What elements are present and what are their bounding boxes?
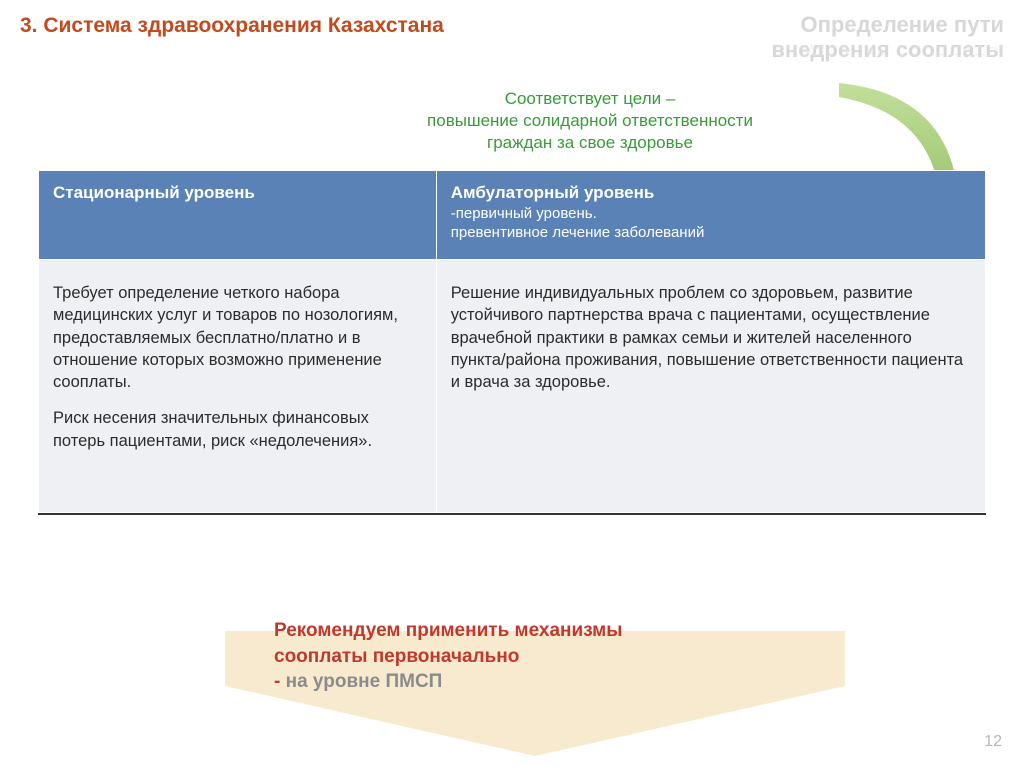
corner-title-reflection: внедрения сооплаты (771, 43, 1004, 61)
col2-sub2: превентивное лечение заболеваний (451, 224, 971, 241)
table-cell-col1: Требует определение четкого набора медиц… (39, 260, 437, 513)
page-number: 12 (984, 733, 1002, 751)
green-note-line3: граждан за свое здоровье (487, 133, 693, 152)
green-note-line1: Соответствует цели – (505, 89, 676, 108)
col2-sub1: -первичный уровень. (451, 205, 971, 222)
col1-p2: Риск несения значительных финансовых пот… (53, 409, 372, 449)
table-header-col1: Стационарный уровень (39, 171, 437, 260)
corner-title-line1: Определение пути (801, 12, 1004, 37)
table-header-col2: Амбулаторный уровень -первичный уровень.… (436, 171, 985, 260)
comparison-table: Стационарный уровень Амбулаторный уровен… (38, 170, 986, 515)
bottom-line3-grey: на уровне ПМСП (286, 671, 443, 692)
col1-p1: Требует определение четкого набора медиц… (53, 284, 398, 391)
bottom-line3-dash: - (274, 671, 286, 692)
bottom-line1: Рекомендуем применить механизмы (274, 620, 622, 641)
corner-title: Определение пути внедрения сооплаты внед… (771, 12, 1004, 86)
col2-header-text: Амбулаторный уровень (451, 183, 655, 202)
green-note-line2: повышение солидарной ответственности (427, 111, 753, 130)
bottom-line2: сооплаты первоначально (274, 646, 519, 667)
green-note: Соответствует цели – повышение солидарно… (390, 88, 790, 154)
section-title: 3. Система здравоохранения Казахстана (20, 14, 444, 38)
col1-header-text: Стационарный уровень (53, 183, 255, 202)
recommendation-callout: Рекомендуем применить механизмы сооплаты… (256, 610, 816, 727)
col2-body: Решение индивидуальных проблем со здоров… (451, 284, 963, 391)
table-cell-col2: Решение индивидуальных проблем со здоров… (436, 260, 985, 513)
